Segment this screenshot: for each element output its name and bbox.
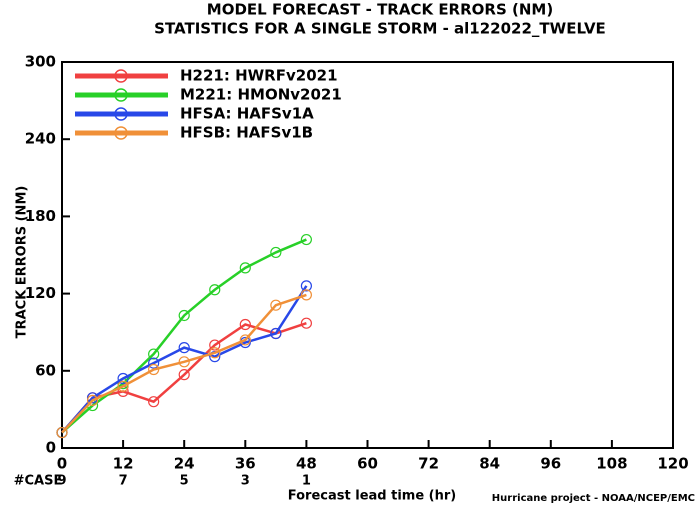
case-count: 9 — [57, 474, 66, 489]
series-marker — [300, 289, 312, 301]
legend-marker — [114, 126, 128, 140]
x-tick-label: 72 — [418, 455, 439, 473]
chart-title: MODEL FORECAST - TRACK ERRORS (NM) — [207, 1, 553, 19]
case-count: 5 — [180, 474, 189, 489]
x-tick-label: 96 — [540, 455, 561, 473]
series-marker — [239, 262, 251, 274]
case-count: 7 — [119, 474, 128, 489]
plot-frame — [61, 61, 674, 449]
series-line — [61, 285, 308, 434]
legend-marker — [114, 69, 128, 83]
legend-label: H221: HWRFv2021 — [180, 67, 338, 85]
y-tick-label: 300 — [25, 53, 56, 71]
series-marker — [117, 380, 129, 392]
series-marker — [270, 327, 282, 340]
x-tick-label: 0 — [57, 455, 67, 473]
x-tick-label: 48 — [296, 455, 317, 473]
x-tick-label: 108 — [596, 455, 627, 473]
series-marker — [56, 426, 68, 439]
series-marker — [209, 347, 221, 359]
legend-marker — [114, 88, 128, 102]
series-line — [61, 322, 307, 434]
case-count: 1 — [302, 474, 311, 489]
series-marker — [270, 246, 282, 259]
y-tick-label: 0 — [46, 439, 56, 457]
series-marker — [86, 394, 99, 406]
x-tick-label: 36 — [235, 455, 256, 473]
legend-label: HFSA: HAFSv1A — [180, 105, 314, 123]
chart-subtitle: STATISTICS FOR A SINGLE STORM - al122022… — [154, 20, 606, 38]
series-line — [61, 238, 307, 434]
series-marker — [209, 284, 221, 296]
series-marker — [209, 339, 221, 351]
x-tick-label: 12 — [113, 455, 134, 473]
series-marker — [300, 233, 312, 246]
x-tick-label: 120 — [657, 455, 688, 473]
y-axis-label: TRACK ERRORS (NM) — [15, 186, 30, 339]
series-marker — [239, 334, 251, 346]
series-marker — [148, 357, 160, 369]
series-marker — [178, 309, 190, 322]
series-marker — [300, 317, 312, 329]
legend-label: M221: HMONv2021 — [180, 86, 342, 104]
legend-marker — [114, 107, 128, 121]
footer: Hurricane project - NOAA/NCEP/EMC — [492, 493, 695, 504]
series-marker — [178, 342, 190, 354]
series-marker — [148, 363, 160, 376]
x-tick-label: 84 — [479, 455, 500, 473]
case-count: 3 — [241, 474, 250, 489]
series-marker — [239, 318, 251, 331]
y-tick-label: 60 — [35, 361, 56, 379]
series-marker — [178, 369, 190, 381]
legend-label: HFSB: HAFSv1B — [180, 124, 313, 142]
y-tick-label: 180 — [25, 207, 56, 225]
y-tick-label: 240 — [25, 130, 56, 148]
series-marker — [148, 396, 160, 408]
x-axis-label: Forecast lead time (hr) — [288, 489, 456, 504]
y-tick-label: 120 — [25, 284, 56, 302]
case-label: #CASE — [14, 474, 63, 489]
series-marker — [270, 299, 282, 311]
series-marker — [178, 356, 190, 368]
x-tick-label: 24 — [174, 455, 195, 473]
series-marker — [148, 348, 160, 360]
series-marker — [117, 372, 129, 385]
x-tick-label: 60 — [357, 455, 378, 473]
series-marker — [300, 280, 312, 292]
series-line — [61, 293, 307, 434]
